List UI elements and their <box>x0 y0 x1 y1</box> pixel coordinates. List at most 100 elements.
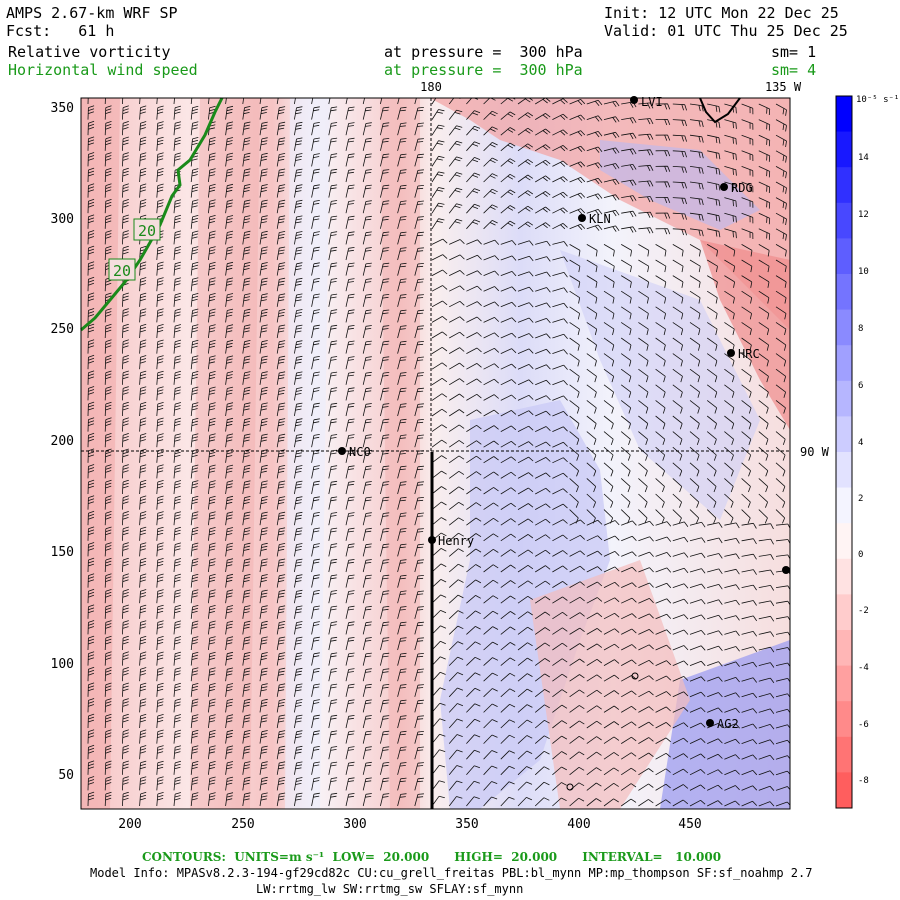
wind-barb <box>104 573 112 588</box>
wind-barb <box>655 306 666 320</box>
wind-barb <box>517 127 534 136</box>
colorbar-band <box>836 167 852 204</box>
wind-barb <box>552 689 568 698</box>
wind-barb <box>552 550 568 557</box>
wind-barb <box>139 557 147 573</box>
field2-level: at pressure = 300 hPa <box>384 61 583 79</box>
forecast-hour: Fcst: 61 h <box>6 22 115 40</box>
wind-barb <box>208 277 216 292</box>
wind-barb <box>552 145 568 152</box>
wind-barb <box>517 255 534 262</box>
wind-barb <box>448 125 463 136</box>
station-hrc: HRC <box>727 347 760 361</box>
wind-barb <box>156 729 164 744</box>
wind-barb <box>104 308 112 323</box>
wind-barb <box>500 240 517 246</box>
wind-barb <box>689 384 700 398</box>
wind-barb <box>87 464 95 479</box>
wind-barb <box>569 581 585 588</box>
wind-barb <box>672 259 684 273</box>
wind-barb <box>448 455 465 464</box>
wind-barb <box>448 424 465 432</box>
wind-barb <box>242 745 251 760</box>
wind-barb <box>621 148 637 155</box>
wind-barb <box>741 646 758 652</box>
wind-barb <box>311 746 320 760</box>
wind-barb <box>311 777 320 791</box>
wind-barb <box>672 768 689 776</box>
wind-barb <box>758 523 774 530</box>
wind-barb <box>431 408 448 417</box>
wind-barb <box>397 356 407 370</box>
wind-barb <box>294 527 303 541</box>
model-title: AMPS 2.67-km WRF SP <box>6 4 178 22</box>
wind-barb <box>448 532 464 542</box>
wind-barb <box>87 183 95 198</box>
wind-barb <box>535 487 551 495</box>
wind-barb <box>672 521 689 527</box>
wind-barb <box>655 768 671 776</box>
wind-barb <box>311 356 320 370</box>
wind-barb <box>517 580 534 588</box>
wind-barb <box>190 355 199 370</box>
wind-barb <box>620 353 632 367</box>
wind-barb <box>311 652 320 666</box>
wind-barb <box>190 605 199 619</box>
coastline <box>699 97 741 124</box>
wind-barb <box>190 527 199 541</box>
wind-barb <box>620 783 637 791</box>
x-tick-label: 450 <box>678 817 701 832</box>
wind-barb <box>638 478 648 493</box>
wind-barb <box>139 791 147 807</box>
wind-barb <box>431 331 448 339</box>
wind-barb <box>603 275 615 288</box>
wind-barb <box>672 567 689 574</box>
wind-barb <box>208 183 216 198</box>
wind-barb <box>173 526 182 541</box>
wind-barb <box>500 205 516 214</box>
wind-barb <box>466 610 481 620</box>
wind-barb <box>638 536 654 542</box>
wind-barb <box>139 464 147 479</box>
wind-barb <box>208 620 216 635</box>
wind-barb <box>380 684 390 697</box>
wind-barb <box>724 568 740 575</box>
wind-barb <box>741 119 754 130</box>
wind-barb <box>431 346 448 354</box>
wind-barb <box>534 689 550 698</box>
wind-barb <box>225 417 234 432</box>
wind-barb <box>380 715 390 729</box>
wind-barb <box>208 339 216 354</box>
wind-barb <box>655 722 671 729</box>
wind-barb <box>483 363 499 370</box>
wind-barb <box>621 210 637 218</box>
wind-barb <box>569 550 585 557</box>
wind-barb <box>775 554 790 560</box>
wind-barb <box>190 636 199 651</box>
wind-barb <box>689 552 706 559</box>
wind-barb <box>345 574 355 588</box>
wind-barb <box>208 230 216 245</box>
wind-barb <box>741 306 752 320</box>
wind-barb <box>448 563 464 573</box>
wind-barb <box>793 291 803 303</box>
wind-barb <box>87 152 95 167</box>
wind-barb <box>362 683 372 697</box>
wind-barb <box>638 118 654 125</box>
wind-barb <box>431 124 445 136</box>
wind-barb <box>431 218 445 230</box>
wind-barb <box>689 769 706 776</box>
wind-barb <box>638 211 654 218</box>
wind-barb <box>552 642 568 651</box>
wind-barb <box>517 611 533 620</box>
wind-barb <box>534 128 551 136</box>
wind-barb <box>225 308 234 323</box>
wind-barb <box>362 715 372 729</box>
wind-barb <box>620 322 632 336</box>
wind-barb <box>586 550 603 557</box>
wind-barb <box>345 683 355 697</box>
wind-barb <box>672 415 683 430</box>
wind-barb <box>104 745 112 760</box>
wind-barb <box>104 526 112 541</box>
wind-barb <box>500 487 517 495</box>
